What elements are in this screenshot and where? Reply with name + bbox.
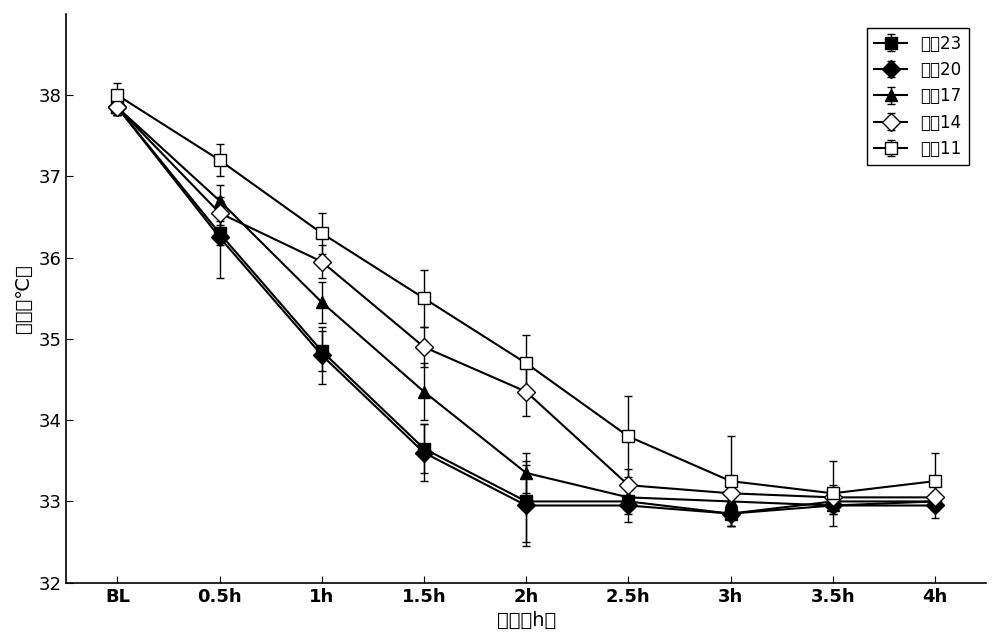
X-axis label: 时间（h）: 时间（h） — [497, 611, 556, 630]
Legend: 导管23, 导管20, 导管17, 导管14, 导管11: 导管23, 导管20, 导管17, 导管14, 导管11 — [867, 28, 969, 165]
Y-axis label: 温度（℃）: 温度（℃） — [14, 264, 33, 333]
